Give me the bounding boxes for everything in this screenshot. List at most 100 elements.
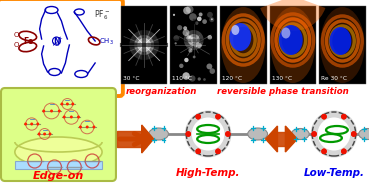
Circle shape xyxy=(195,45,197,48)
Text: Fe: Fe xyxy=(23,36,34,46)
Circle shape xyxy=(211,18,213,20)
Circle shape xyxy=(79,125,82,129)
Circle shape xyxy=(215,114,221,119)
Circle shape xyxy=(66,102,69,105)
Circle shape xyxy=(186,131,191,137)
Circle shape xyxy=(209,17,214,22)
FancyBboxPatch shape xyxy=(0,0,123,96)
Circle shape xyxy=(189,13,197,21)
Circle shape xyxy=(209,68,215,74)
Circle shape xyxy=(173,35,179,41)
Circle shape xyxy=(188,34,200,46)
Circle shape xyxy=(177,25,182,30)
Text: reversible phase transition: reversible phase transition xyxy=(217,87,348,96)
Circle shape xyxy=(93,125,96,129)
Text: PF$_6^-$: PF$_6^-$ xyxy=(94,8,110,22)
Circle shape xyxy=(341,149,347,154)
Circle shape xyxy=(186,131,191,137)
Circle shape xyxy=(198,77,201,81)
Circle shape xyxy=(206,64,212,69)
Circle shape xyxy=(70,115,73,119)
Circle shape xyxy=(225,131,231,137)
Ellipse shape xyxy=(149,128,169,140)
Circle shape xyxy=(86,125,89,129)
Ellipse shape xyxy=(221,7,266,83)
Circle shape xyxy=(215,114,221,119)
Circle shape xyxy=(188,48,193,53)
Text: H$_2$: H$_2$ xyxy=(52,41,61,50)
Circle shape xyxy=(351,131,356,137)
Ellipse shape xyxy=(248,128,267,140)
Circle shape xyxy=(195,149,201,154)
Circle shape xyxy=(24,122,27,125)
Circle shape xyxy=(42,109,45,112)
Text: Re 30 °C: Re 30 °C xyxy=(321,76,347,81)
Circle shape xyxy=(50,109,53,112)
Ellipse shape xyxy=(279,25,303,55)
Circle shape xyxy=(184,30,203,50)
Text: N: N xyxy=(53,36,60,46)
Text: CH$_3$: CH$_3$ xyxy=(99,37,114,47)
Text: High-Temp.: High-Temp. xyxy=(176,168,240,178)
Bar xyxy=(155,91,264,176)
Ellipse shape xyxy=(359,129,372,139)
Ellipse shape xyxy=(230,23,251,51)
Ellipse shape xyxy=(320,7,365,83)
Circle shape xyxy=(182,72,190,80)
Text: 110 °C: 110 °C xyxy=(172,76,192,81)
Circle shape xyxy=(183,7,191,14)
Bar xyxy=(319,6,366,84)
Polygon shape xyxy=(142,125,154,153)
Circle shape xyxy=(195,114,201,119)
Ellipse shape xyxy=(330,27,351,55)
Wedge shape xyxy=(260,0,326,31)
Text: O: O xyxy=(13,32,19,38)
Circle shape xyxy=(208,35,212,40)
Text: O: O xyxy=(13,42,19,48)
Circle shape xyxy=(38,132,41,136)
Ellipse shape xyxy=(291,129,309,139)
Circle shape xyxy=(197,43,202,48)
Circle shape xyxy=(311,131,317,137)
Circle shape xyxy=(71,102,74,105)
Circle shape xyxy=(207,12,213,18)
Ellipse shape xyxy=(270,7,315,83)
Circle shape xyxy=(129,30,159,60)
Bar xyxy=(270,6,316,84)
FancyBboxPatch shape xyxy=(1,88,116,181)
Polygon shape xyxy=(285,126,297,152)
Ellipse shape xyxy=(15,137,102,167)
Bar xyxy=(299,91,369,176)
Circle shape xyxy=(195,149,201,154)
Circle shape xyxy=(140,41,148,49)
Circle shape xyxy=(197,17,202,21)
Circle shape xyxy=(195,21,199,25)
Circle shape xyxy=(341,149,347,154)
Circle shape xyxy=(215,149,221,154)
Text: 30 °C: 30 °C xyxy=(123,76,140,81)
Bar xyxy=(170,6,217,84)
Circle shape xyxy=(215,149,221,154)
Circle shape xyxy=(173,14,175,16)
Circle shape xyxy=(195,114,201,119)
Circle shape xyxy=(225,131,231,137)
Bar xyxy=(121,6,167,84)
Bar xyxy=(220,6,267,84)
Circle shape xyxy=(183,29,189,36)
Circle shape xyxy=(351,131,356,137)
Circle shape xyxy=(321,114,327,119)
Circle shape xyxy=(30,122,33,125)
Circle shape xyxy=(321,114,327,119)
Bar xyxy=(15,161,102,169)
Text: reorganization: reorganization xyxy=(126,87,197,96)
Circle shape xyxy=(311,131,317,137)
Text: +: + xyxy=(57,36,62,42)
Text: 130 °C: 130 °C xyxy=(272,76,292,81)
Circle shape xyxy=(341,114,347,119)
Text: Edge-on: Edge-on xyxy=(33,171,84,181)
Circle shape xyxy=(186,35,192,41)
Text: Low-Temp.: Low-Temp. xyxy=(304,168,365,178)
Circle shape xyxy=(36,122,39,125)
Circle shape xyxy=(189,75,196,82)
Circle shape xyxy=(134,35,154,55)
